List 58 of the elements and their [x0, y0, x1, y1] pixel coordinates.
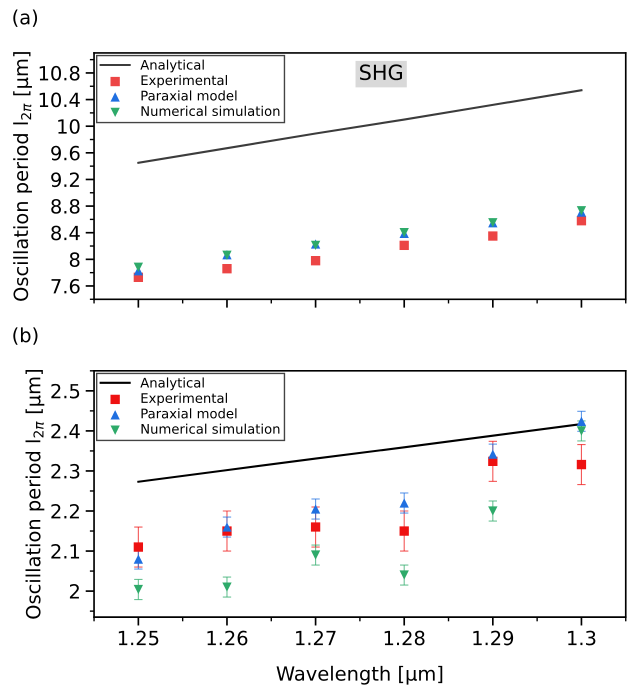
point	[310, 522, 320, 532]
legend-label: Paraxial model	[142, 408, 236, 418]
point	[576, 216, 586, 226]
point	[400, 240, 409, 250]
point	[134, 554, 144, 564]
y-tick-label: 2.4	[51, 424, 80, 438]
point	[310, 256, 320, 266]
legend-label: Numerical simulation	[142, 424, 280, 434]
y-tick-label: 2.1	[51, 544, 80, 558]
point	[134, 262, 144, 272]
y-tick-label: 2.2	[51, 504, 79, 518]
legend-label: Paraxial model	[142, 90, 236, 101]
y-tick-label: 10	[58, 119, 80, 134]
point	[400, 526, 409, 536]
x-tick-label: 1.3	[568, 630, 596, 646]
y-tick-label: 2	[70, 584, 79, 598]
y-tick-label: 2.3	[51, 464, 80, 479]
point	[400, 498, 409, 508]
point	[134, 542, 144, 552]
annotation: SHG	[360, 64, 402, 80]
legend-label: Numerical simulation	[142, 106, 280, 116]
x-tick-label: 1.25	[118, 630, 158, 646]
point	[222, 264, 232, 274]
x-tick-label: 1.26	[207, 630, 248, 646]
y-axis-title: Oscillation period l$_{2π}$ [μm]	[26, 370, 44, 619]
y-tick-label: 2.5	[51, 384, 80, 399]
legend-label: Experimental	[142, 74, 227, 88]
x-axis-title: Wavelength [μm]	[276, 666, 442, 685]
y-tick-label: 8.8	[51, 199, 80, 214]
point	[576, 460, 586, 470]
point	[310, 550, 320, 560]
legend-label: Analytical	[140, 60, 204, 72]
y-tick-label: 8.4	[51, 226, 80, 240]
point	[400, 570, 409, 580]
y-axis-title: Oscillation period l$_{2π}$ [μm]	[13, 52, 32, 301]
x-tick-label: 1.27	[296, 630, 336, 646]
y-tick-label: 9.2	[51, 172, 79, 188]
legend-label: Analytical	[140, 377, 204, 390]
point	[576, 416, 586, 426]
y-tick-label: 8	[70, 252, 80, 268]
y-tick-label: 10.4	[40, 92, 80, 108]
point	[310, 504, 320, 514]
point	[222, 522, 232, 532]
legend-label: Experimental	[142, 392, 227, 406]
line-series	[137, 89, 582, 164]
point	[222, 582, 232, 592]
x-tick-label: 1.28	[384, 630, 425, 646]
x-tick-label: 1.29	[473, 630, 514, 646]
y-tick-label: 10.8	[40, 66, 80, 81]
y-tick-label: 9.6	[51, 146, 80, 160]
point	[488, 449, 498, 459]
point	[576, 426, 586, 436]
chart-title: (b)	[13, 327, 38, 345]
chart-title: (a)	[13, 10, 38, 27]
point	[488, 506, 498, 516]
point	[134, 584, 144, 594]
y-tick-label: 7.6	[52, 278, 80, 294]
point	[488, 231, 498, 241]
